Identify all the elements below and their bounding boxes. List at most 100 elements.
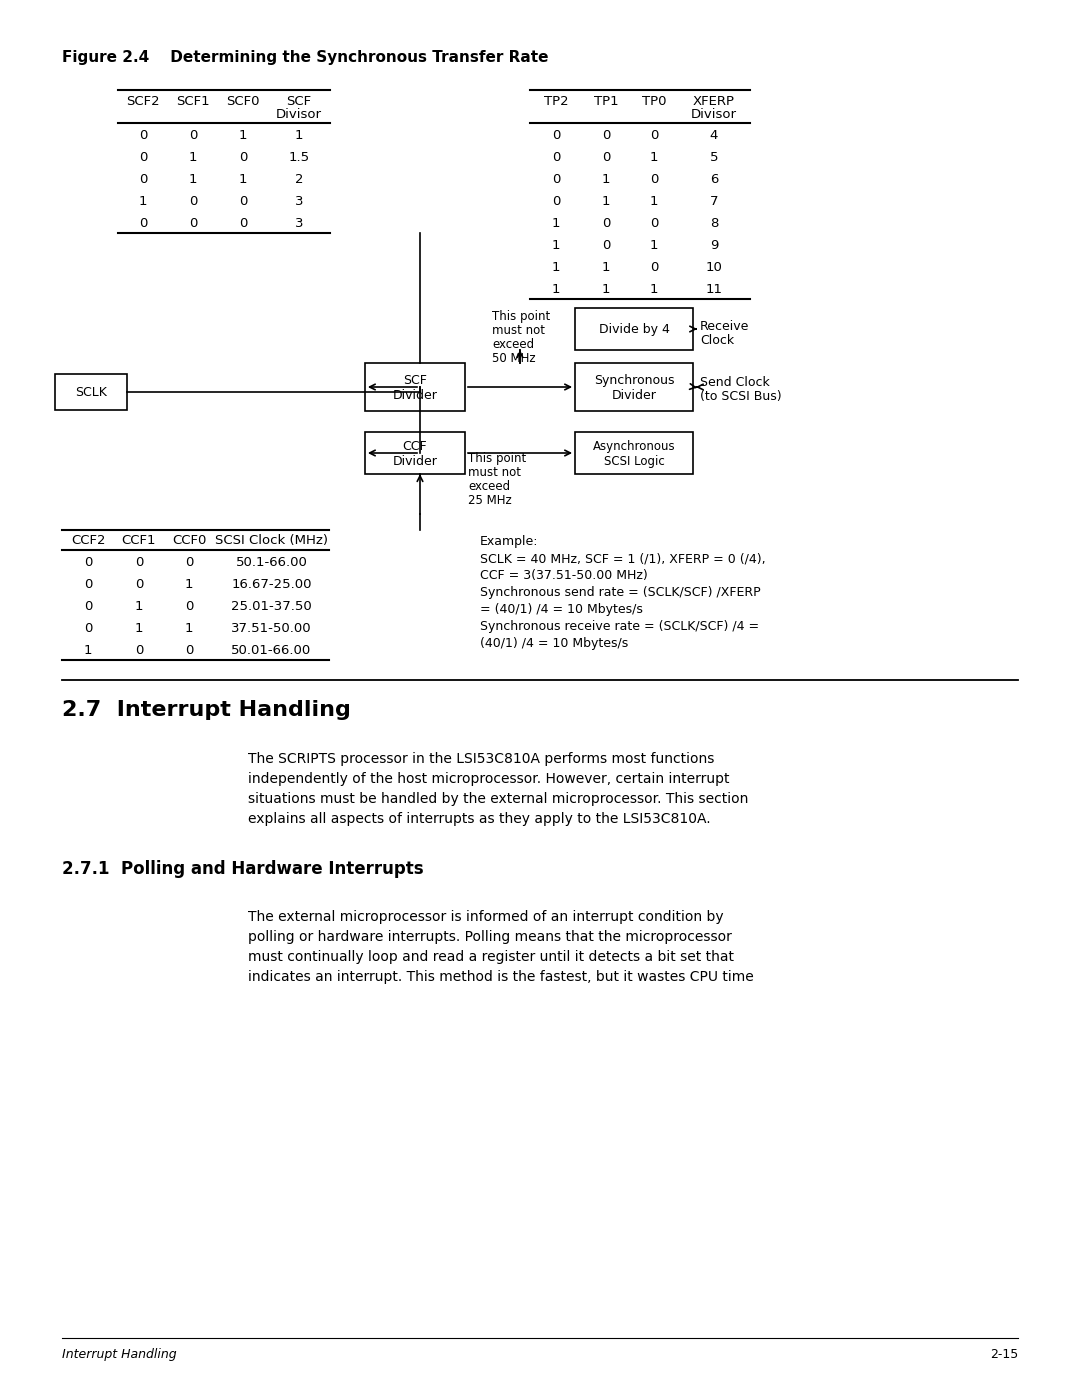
Text: 10: 10: [705, 261, 723, 273]
Text: 1: 1: [650, 194, 658, 208]
Text: 0: 0: [552, 151, 561, 164]
Text: 0: 0: [189, 217, 198, 229]
Text: 0: 0: [84, 555, 92, 569]
Text: 3: 3: [295, 194, 303, 208]
Text: 50.1-66.00: 50.1-66.00: [235, 555, 308, 569]
Text: 1: 1: [84, 644, 92, 657]
Text: 0: 0: [139, 217, 147, 229]
Text: 0: 0: [650, 217, 658, 229]
Text: Divisor: Divisor: [691, 108, 737, 121]
Text: 2: 2: [295, 172, 303, 186]
Text: CCF0: CCF0: [172, 534, 206, 547]
Text: 0: 0: [185, 600, 193, 612]
Text: 0: 0: [189, 194, 198, 208]
Text: 25.01-37.50: 25.01-37.50: [231, 600, 312, 612]
Text: 50.01-66.00: 50.01-66.00: [231, 644, 312, 657]
Text: SCF1: SCF1: [176, 94, 210, 108]
Text: Divider: Divider: [392, 389, 437, 401]
Text: (to SCSI Bus): (to SCSI Bus): [700, 390, 782, 403]
Text: 1: 1: [602, 261, 610, 273]
Text: 0: 0: [552, 194, 561, 208]
Text: SCF2: SCF2: [126, 94, 160, 108]
Text: 0: 0: [602, 129, 610, 142]
Text: Divisor: Divisor: [276, 108, 322, 121]
Text: SCF: SCF: [286, 94, 311, 108]
Bar: [575, 432, 693, 473]
Text: 3: 3: [295, 217, 303, 229]
Bar: [365, 364, 465, 411]
Text: 16.67-25.00: 16.67-25.00: [231, 577, 312, 591]
Text: The SCRIPTS processor in the LSI53C810A performs most functions: The SCRIPTS processor in the LSI53C810A …: [248, 752, 714, 766]
Text: 7: 7: [710, 194, 718, 208]
Text: SCF0: SCF0: [226, 94, 260, 108]
Text: 0: 0: [602, 217, 610, 229]
Text: 0: 0: [135, 555, 144, 569]
Text: CCF1: CCF1: [122, 534, 157, 547]
Text: The external microprocessor is informed of an interrupt condition by: The external microprocessor is informed …: [248, 911, 724, 924]
Text: 0: 0: [84, 622, 92, 634]
Text: 50 MHz: 50 MHz: [492, 353, 536, 365]
Text: 1: 1: [650, 151, 658, 164]
Bar: [365, 432, 465, 473]
Text: 1: 1: [239, 129, 247, 142]
Text: 0: 0: [185, 555, 193, 569]
Text: 0: 0: [650, 129, 658, 142]
Text: 1: 1: [185, 577, 193, 591]
Text: Receive: Receive: [700, 321, 750, 333]
Text: TP1: TP1: [594, 94, 619, 108]
Text: 1: 1: [602, 194, 610, 208]
Text: 0: 0: [84, 600, 92, 612]
Text: Divide by 4: Divide by 4: [598, 322, 670, 336]
Text: 1: 1: [602, 172, 610, 186]
Text: 0: 0: [189, 129, 198, 142]
Text: CCF: CCF: [403, 440, 428, 452]
Text: 5: 5: [710, 151, 718, 164]
Text: 1: 1: [552, 261, 561, 273]
Text: SCSI Logic: SCSI Logic: [604, 454, 664, 468]
Text: 1: 1: [135, 622, 144, 634]
Text: 0: 0: [139, 151, 147, 164]
Text: 11: 11: [705, 283, 723, 296]
Text: This point: This point: [468, 452, 526, 465]
Text: SCF: SCF: [403, 373, 427, 386]
Text: 1: 1: [552, 217, 561, 229]
Text: 1: 1: [650, 283, 658, 296]
Text: Figure 2.4    Determining the Synchronous Transfer Rate: Figure 2.4 Determining the Synchronous T…: [62, 50, 549, 65]
Text: explains all aspects of interrupts as they apply to the LSI53C810A.: explains all aspects of interrupts as th…: [248, 812, 711, 826]
Text: 1: 1: [185, 622, 193, 634]
Text: must not: must not: [468, 466, 521, 479]
Text: SCSI Clock (MHz): SCSI Clock (MHz): [215, 534, 328, 547]
Text: Clock: Clock: [700, 335, 734, 347]
Text: This point: This point: [492, 310, 550, 323]
Text: 1: 1: [602, 283, 610, 296]
Text: 0: 0: [135, 577, 144, 591]
Text: 2.7  Interrupt Handling: 2.7 Interrupt Handling: [62, 700, 351, 720]
Text: 0: 0: [552, 172, 561, 186]
Bar: [575, 308, 693, 350]
Text: 0: 0: [650, 172, 658, 186]
Text: situations must be handled by the external microprocessor. This section: situations must be handled by the extern…: [248, 793, 748, 806]
Text: 1: 1: [552, 283, 561, 296]
Text: CCF2: CCF2: [71, 534, 105, 547]
Text: Divider: Divider: [392, 454, 437, 468]
Text: TP0: TP0: [642, 94, 666, 108]
Text: 1: 1: [239, 172, 247, 186]
Text: must not: must not: [492, 323, 545, 337]
Text: indicates an interrupt. This method is the fastest, but it wastes CPU time: indicates an interrupt. This method is t…: [248, 970, 754, 984]
Text: Synchronous: Synchronous: [594, 373, 674, 386]
Text: 2-15: 2-15: [989, 1348, 1018, 1362]
Text: XFERP: XFERP: [693, 94, 735, 108]
Text: 9: 9: [710, 239, 718, 251]
Text: 1: 1: [135, 600, 144, 612]
Text: 0: 0: [650, 261, 658, 273]
Text: 25 MHz: 25 MHz: [468, 494, 512, 507]
Text: 0: 0: [84, 577, 92, 591]
Text: TP2: TP2: [543, 94, 568, 108]
Text: 8: 8: [710, 217, 718, 229]
Text: must continually loop and read a register until it detects a bit set that: must continually loop and read a registe…: [248, 949, 734, 965]
Text: 0: 0: [135, 644, 144, 657]
Text: exceed: exceed: [468, 480, 510, 493]
Text: Example:: Example:: [480, 534, 539, 548]
Text: 37.51-50.00: 37.51-50.00: [231, 622, 312, 634]
Bar: [55, 373, 127, 409]
